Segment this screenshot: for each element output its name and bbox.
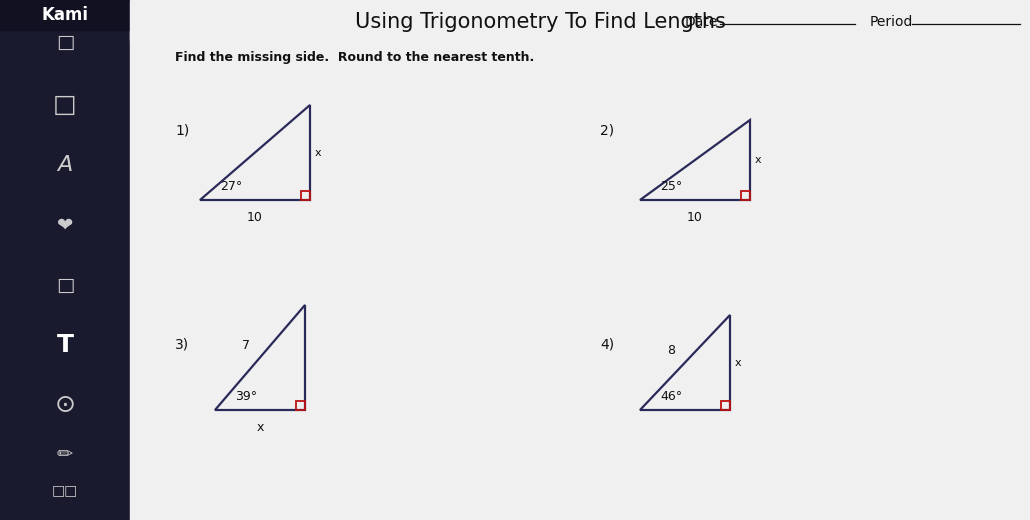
Bar bbox=[130, 0, 1030, 40]
Text: ⊙: ⊙ bbox=[55, 393, 75, 417]
Bar bbox=[0, 0, 130, 520]
Text: □: □ bbox=[56, 32, 74, 51]
Text: 8: 8 bbox=[667, 344, 676, 357]
Text: 10: 10 bbox=[247, 211, 263, 224]
Text: □: □ bbox=[54, 93, 77, 117]
Text: 46°: 46° bbox=[660, 390, 682, 403]
Text: T: T bbox=[57, 333, 73, 357]
Text: 2): 2) bbox=[600, 123, 614, 137]
Text: x: x bbox=[256, 421, 264, 434]
Text: 1): 1) bbox=[175, 123, 190, 137]
Bar bbox=[0, 0, 130, 30]
Bar bbox=[130, 0, 1030, 520]
Text: ✏: ✏ bbox=[57, 446, 73, 464]
Text: x: x bbox=[735, 358, 742, 368]
Text: Kami: Kami bbox=[41, 6, 89, 24]
Text: 27°: 27° bbox=[220, 180, 242, 193]
Text: Period: Period bbox=[870, 15, 914, 29]
Text: x: x bbox=[755, 155, 761, 165]
Text: Date: Date bbox=[685, 15, 718, 29]
Text: 3): 3) bbox=[175, 338, 190, 352]
Text: □: □ bbox=[56, 276, 74, 294]
Text: A: A bbox=[58, 155, 73, 175]
Text: ❤: ❤ bbox=[57, 215, 73, 235]
Text: 10: 10 bbox=[687, 211, 702, 224]
Text: 7: 7 bbox=[242, 339, 250, 352]
Text: Using Trigonometry To Find Lengths: Using Trigonometry To Find Lengths bbox=[355, 12, 726, 32]
Text: 25°: 25° bbox=[660, 180, 682, 193]
Text: □□: □□ bbox=[52, 483, 78, 497]
Text: 39°: 39° bbox=[235, 390, 258, 403]
Text: 4): 4) bbox=[600, 338, 614, 352]
Text: x: x bbox=[315, 148, 321, 158]
Text: Find the missing side.  Round to the nearest tenth.: Find the missing side. Round to the near… bbox=[175, 51, 535, 64]
